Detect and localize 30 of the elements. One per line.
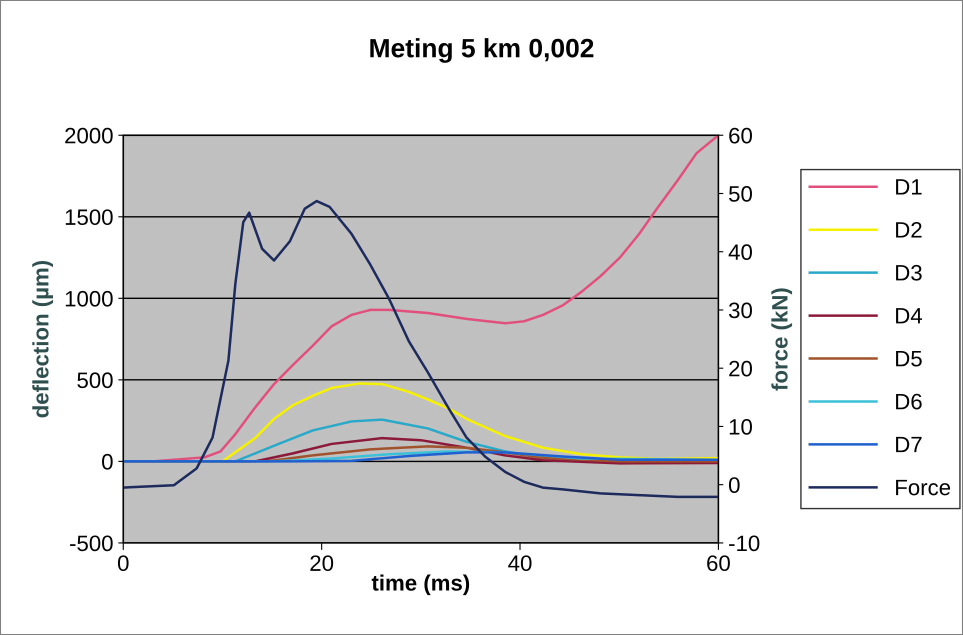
x-axis-title: time (ms): [372, 574, 470, 596]
legend-label: D2: [896, 222, 922, 238]
x-tick-label: 0: [118, 555, 129, 572]
y2-tick-label: 10: [730, 418, 752, 435]
y2-tick-label: 0: [728, 477, 740, 493]
y-tick-label: -500: [70, 535, 113, 552]
y2-tick-label: 30: [728, 302, 752, 318]
legend-label: D6: [896, 394, 922, 410]
y2-tick-label: 50: [729, 186, 752, 202]
legend-label: D1: [896, 179, 922, 195]
y2-tick-label: 40: [728, 244, 752, 260]
legend-label: D5: [896, 351, 922, 367]
y2-tick-label: -10: [729, 535, 760, 552]
x-tick-label: 20: [310, 555, 334, 572]
legend-label: D4: [896, 308, 922, 324]
legend-label: Force: [896, 480, 950, 496]
y-tick-label: 500: [77, 372, 113, 388]
y2-axis-title: force (kN): [771, 288, 792, 391]
y-tick-label: 1500: [66, 209, 113, 226]
y2-tick-label: 20: [729, 360, 752, 376]
y-axis-title: deflection (µm): [32, 260, 53, 418]
y-tick-label: 1000: [66, 290, 113, 307]
legend-label: D3: [896, 264, 922, 281]
x-tick-label: 40: [508, 555, 532, 572]
y2-tick-label: 60: [729, 128, 752, 144]
legend-label: D7: [896, 436, 922, 452]
chart-title: Meting 5 km 0,002: [370, 38, 594, 63]
y-tick-label: 0: [102, 454, 113, 470]
y-tick-label: 2000: [65, 128, 113, 144]
x-tick-label: 60: [707, 555, 730, 572]
